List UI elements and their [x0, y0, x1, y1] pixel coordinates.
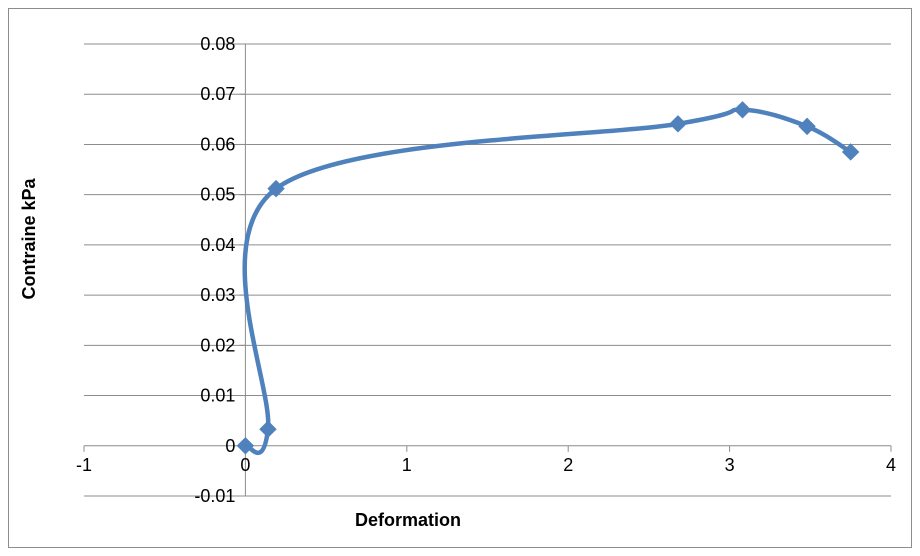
x-tick-label-5: 4 [886, 455, 896, 475]
y-tick-label-6: 0.05 [200, 185, 235, 205]
y-tick-label-0: -0.01 [194, 486, 235, 506]
x-tick-label-2: 1 [402, 455, 412, 475]
data-point-3 [669, 115, 687, 133]
x-tick-label-0: -1 [76, 455, 92, 475]
y-axis-title: Contraine kPa [19, 178, 39, 300]
y-tick-label-1: 0 [225, 436, 235, 456]
data-point-1 [259, 420, 277, 438]
x-tick-label-3: 2 [563, 455, 573, 475]
chart-svg: -0.0100.010.020.030.040.050.060.070.08-1… [19, 34, 896, 530]
y-tick-label-8: 0.07 [200, 84, 235, 104]
series-line-0 [242, 107, 853, 455]
tick-labels: -0.0100.010.020.030.040.050.060.070.08-1… [76, 34, 896, 506]
y-tick-label-4: 0.03 [200, 285, 235, 305]
y-tick-label-7: 0.06 [200, 134, 235, 154]
y-tick-label-9: 0.08 [200, 34, 235, 54]
data-point-5 [798, 117, 816, 136]
x-axis-title: Deformation [355, 510, 461, 530]
y-tick-label-3: 0.02 [200, 335, 235, 355]
x-tick-label-4: 3 [725, 455, 735, 475]
y-tick-label-5: 0.04 [200, 235, 235, 255]
series-layer [236, 101, 860, 455]
y-tick-label-2: 0.01 [200, 386, 235, 406]
data-point-6 [841, 143, 860, 161]
data-point-0 [236, 437, 255, 455]
x-tick-label-1: 0 [240, 455, 250, 475]
grid-lines [84, 43, 891, 497]
data-point-2 [267, 179, 285, 198]
data-point-4 [733, 101, 752, 119]
chart-frame: -0.01 0 0.01 0.02 0.03 0.04 0.05 0.06 0.07 0.08 -1… [8, 8, 912, 548]
